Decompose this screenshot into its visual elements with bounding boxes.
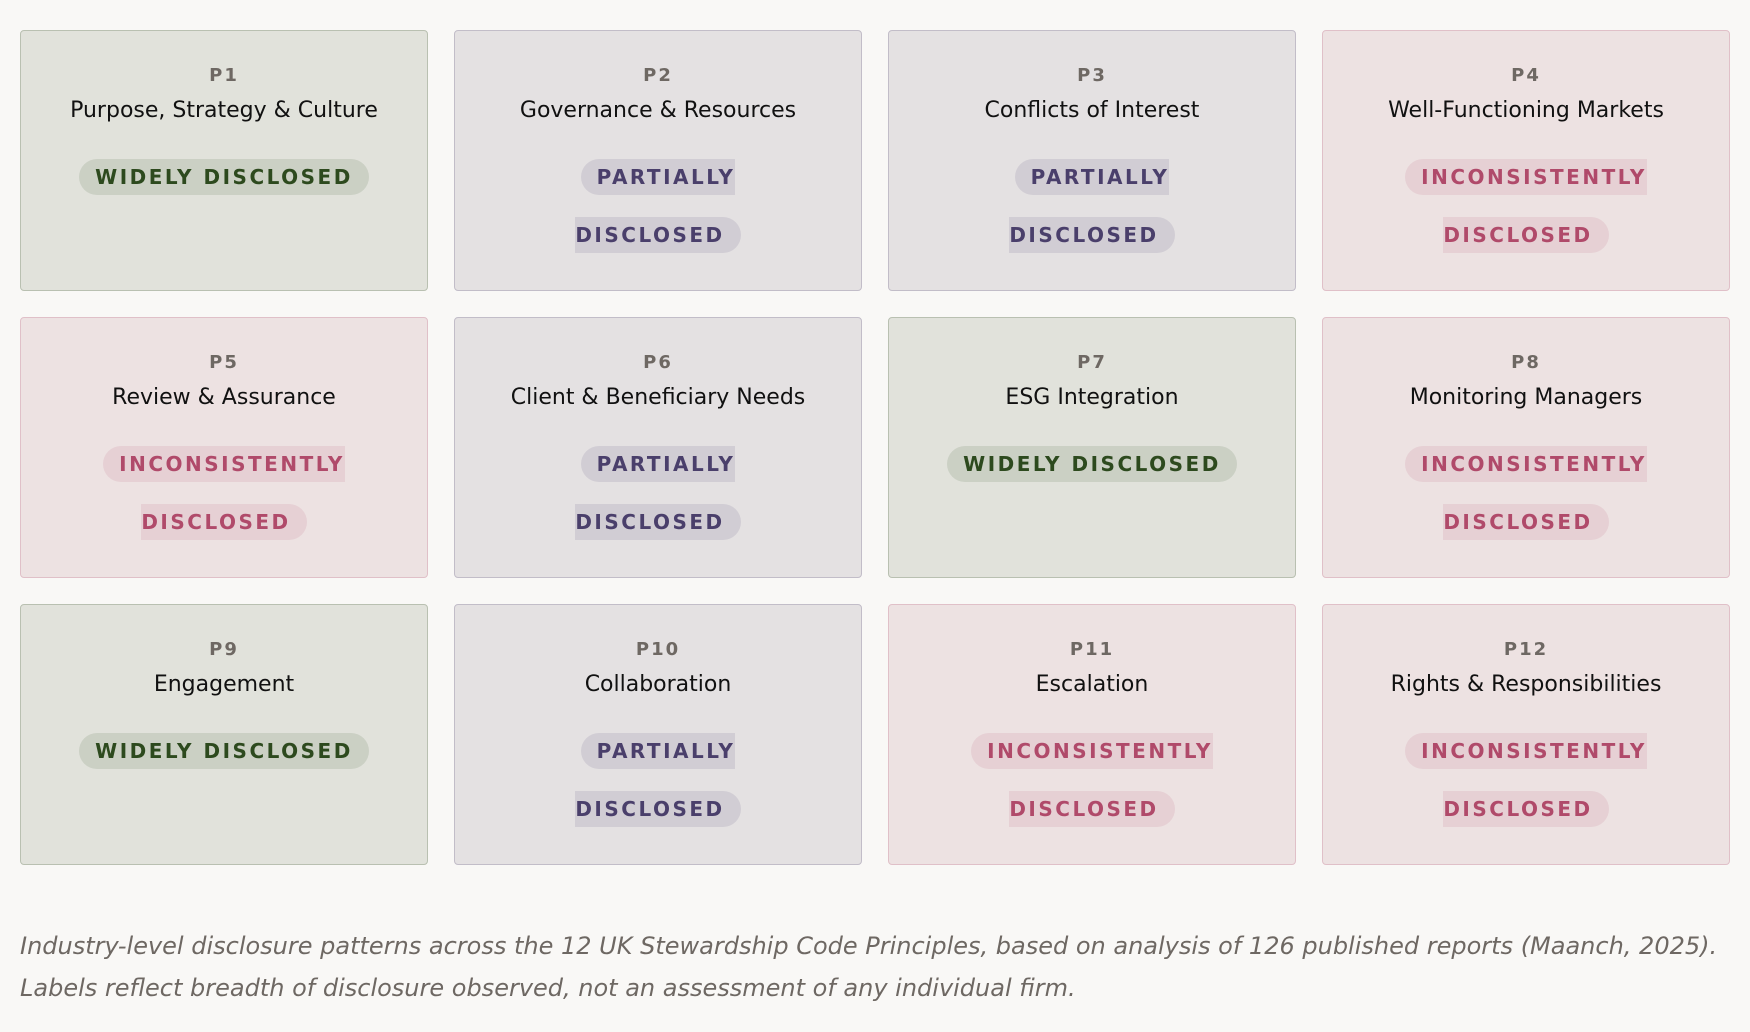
status-badge: INCONSISTENTLY DISCLOSED <box>1405 159 1647 253</box>
badge-wrap: WIDELY DISCLOSED <box>71 723 377 781</box>
principle-title: Review & Assurance <box>112 385 336 410</box>
card-grid: P1 Purpose, Strategy & Culture WIDELY DISC… <box>20 30 1731 865</box>
badge-wrap: PARTIALLY DISCLOSED <box>505 436 811 552</box>
principle-code: P3 <box>1077 65 1107 86</box>
principle-title: Governance & Resources <box>519 98 797 123</box>
principle-card: P10 Collaboration PARTIALLY DISCLOSED <box>454 604 862 865</box>
principle-card: P11 Escalation INCONSISTENTLY DISCLOSED <box>888 604 1296 865</box>
badge-wrap: PARTIALLY DISCLOSED <box>505 149 811 265</box>
principle-code: P9 <box>209 639 239 660</box>
principle-title: Collaboration <box>584 672 732 697</box>
status-badge: INCONSISTENTLY DISCLOSED <box>1405 446 1647 540</box>
principle-card: P12 Rights & Responsibilities INCONSISTENT… <box>1322 604 1730 865</box>
principle-card: P3 Conflicts of Interest PARTIALLY DISCLOS… <box>888 30 1296 291</box>
status-badge: INCONSISTENTLY DISCLOSED <box>971 733 1213 827</box>
badge-wrap: INCONSISTENTLY DISCLOSED <box>1373 149 1679 265</box>
principle-card: P7 ESG Integration WIDELY DISCLOSED <box>888 317 1296 578</box>
principle-card: P2 Governance & Resources PARTIALLY DISCLO… <box>454 30 862 291</box>
principle-title: Rights & Responsibilities <box>1390 672 1662 697</box>
badge-wrap: WIDELY DISCLOSED <box>939 436 1245 494</box>
principle-title: Client & Beneficiary Needs <box>510 385 806 410</box>
principle-card: P1 Purpose, Strategy & Culture WIDELY DISC… <box>20 30 428 291</box>
principle-title: ESG Integration <box>1005 385 1179 410</box>
badge-wrap: PARTIALLY DISCLOSED <box>939 149 1245 265</box>
badge-wrap: INCONSISTENTLY DISCLOSED <box>939 723 1245 839</box>
principle-card: P6 Client & Beneficiary Needs PARTIALLY DI… <box>454 317 862 578</box>
principle-title: Well-Functioning Markets <box>1388 98 1664 123</box>
principle-title: Monitoring Managers <box>1409 385 1643 410</box>
principle-code: P1 <box>209 65 239 86</box>
principle-card: P5 Review & Assurance INCONSISTENTLY DISCL… <box>20 317 428 578</box>
status-badge: INCONSISTENTLY DISCLOSED <box>103 446 345 540</box>
principle-code: P7 <box>1077 352 1107 373</box>
principle-code: P11 <box>1069 639 1115 660</box>
status-badge: INCONSISTENTLY DISCLOSED <box>1405 733 1647 827</box>
principle-title: Engagement <box>153 672 295 697</box>
status-badge: PARTIALLY DISCLOSED <box>575 733 741 827</box>
principle-title: Conflicts of Interest <box>984 98 1200 123</box>
status-badge: WIDELY DISCLOSED <box>79 733 369 769</box>
status-badge: PARTIALLY DISCLOSED <box>1009 159 1175 253</box>
principle-card: P4 Well-Functioning Markets INCONSISTENTLY… <box>1322 30 1730 291</box>
principle-code: P8 <box>1511 352 1541 373</box>
principle-code: P6 <box>643 352 673 373</box>
principle-title: Escalation <box>1035 672 1149 697</box>
principle-code: P12 <box>1503 639 1549 660</box>
principle-title: Purpose, Strategy & Culture <box>70 98 378 123</box>
status-badge: PARTIALLY DISCLOSED <box>575 159 741 253</box>
status-badge: WIDELY DISCLOSED <box>79 159 369 195</box>
principle-code: P4 <box>1511 65 1541 86</box>
principle-code: P5 <box>209 352 239 373</box>
principle-code: P2 <box>643 65 673 86</box>
caption: Industry-level disclosure patterns acros… <box>20 932 1718 1002</box>
status-badge: PARTIALLY DISCLOSED <box>575 446 741 540</box>
principle-card: P9 Engagement WIDELY DISCLOSED <box>20 604 428 865</box>
badge-wrap: INCONSISTENTLY DISCLOSED <box>1373 436 1679 552</box>
principle-card: P8 Monitoring Managers INCONSISTENTLY DISC… <box>1322 317 1730 578</box>
badge-wrap: PARTIALLY DISCLOSED <box>505 723 811 839</box>
badge-wrap: INCONSISTENTLY DISCLOSED <box>71 436 377 552</box>
status-badge: WIDELY DISCLOSED <box>947 446 1237 482</box>
badge-wrap: WIDELY DISCLOSED <box>71 149 377 207</box>
badge-wrap: INCONSISTENTLY DISCLOSED <box>1373 723 1679 839</box>
principle-code: P10 <box>635 639 681 660</box>
